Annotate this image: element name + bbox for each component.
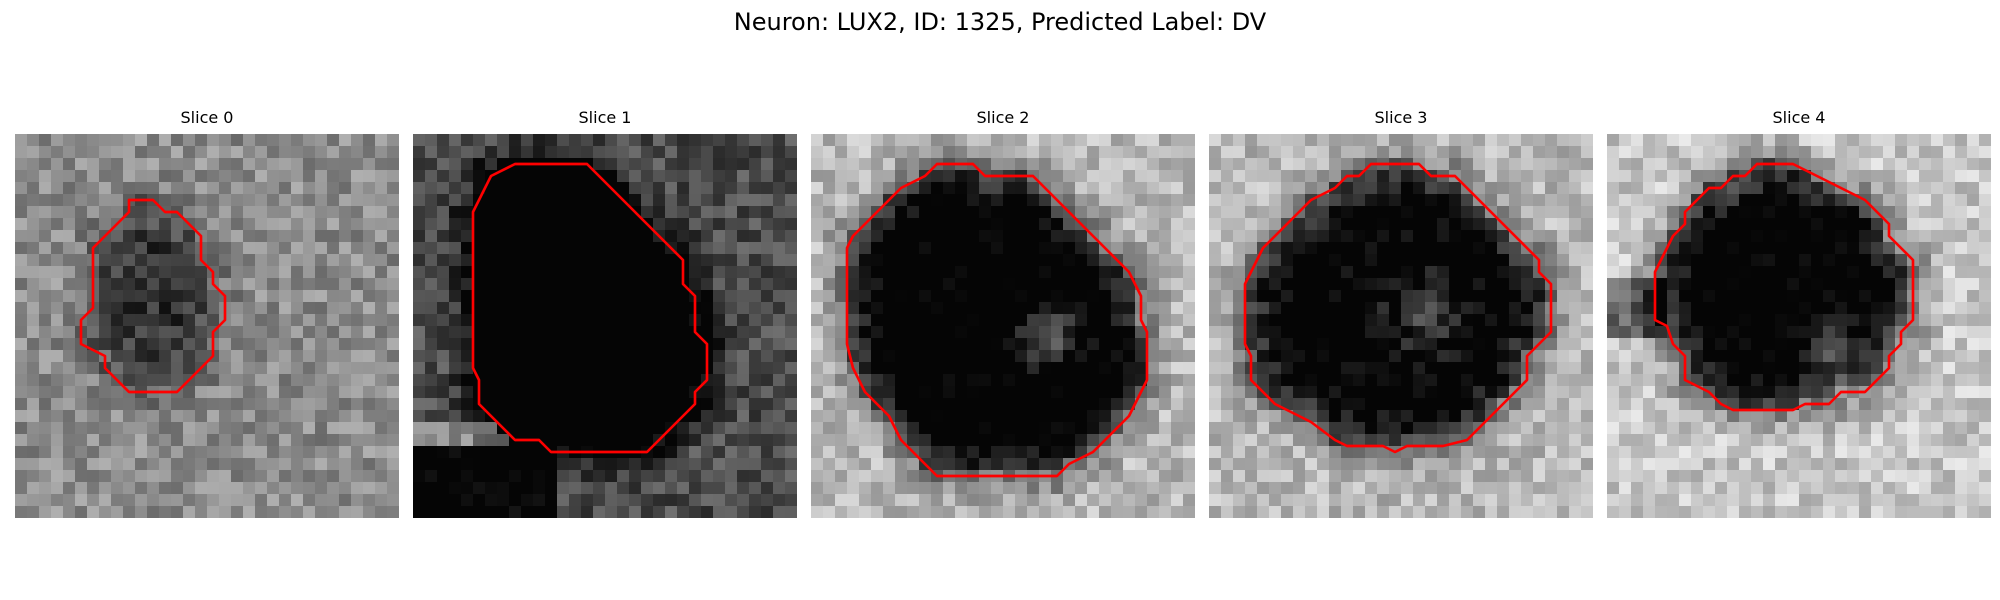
figure-title: Neuron: LUX2, ID: 1325, Predicted Label:… xyxy=(733,8,1267,36)
slice-title-2: Slice 2 xyxy=(976,108,1030,127)
slice-image-4 xyxy=(1607,134,1991,518)
slice-pixels xyxy=(413,134,797,518)
slice-title-3: Slice 3 xyxy=(1374,108,1428,127)
slice-title-4: Slice 4 xyxy=(1772,108,1826,127)
slice-title-0: Slice 0 xyxy=(180,108,234,127)
neuron-contour xyxy=(1243,162,1553,454)
neuron-contour xyxy=(79,198,227,394)
slice-panel-4: Slice 4 xyxy=(1607,108,1991,518)
slice-image-0 xyxy=(15,134,399,518)
neuron-contour xyxy=(845,162,1149,478)
neuron-contour xyxy=(471,162,709,454)
slice-panel-3: Slice 3 xyxy=(1209,108,1593,518)
slice-pixels xyxy=(811,134,1195,518)
slice-panel-1: Slice 1 xyxy=(413,108,797,518)
slice-pixels xyxy=(1209,134,1593,518)
slice-image-3 xyxy=(1209,134,1593,518)
slice-pixels xyxy=(15,134,399,518)
slice-panel-0: Slice 0 xyxy=(15,108,399,518)
slice-pixels xyxy=(1607,134,1991,518)
neuron-contour xyxy=(1653,162,1915,412)
slice-panel-2: Slice 2 xyxy=(811,108,1195,518)
slice-image-2 xyxy=(811,134,1195,518)
slice-image-1 xyxy=(413,134,797,518)
slice-title-1: Slice 1 xyxy=(578,108,632,127)
